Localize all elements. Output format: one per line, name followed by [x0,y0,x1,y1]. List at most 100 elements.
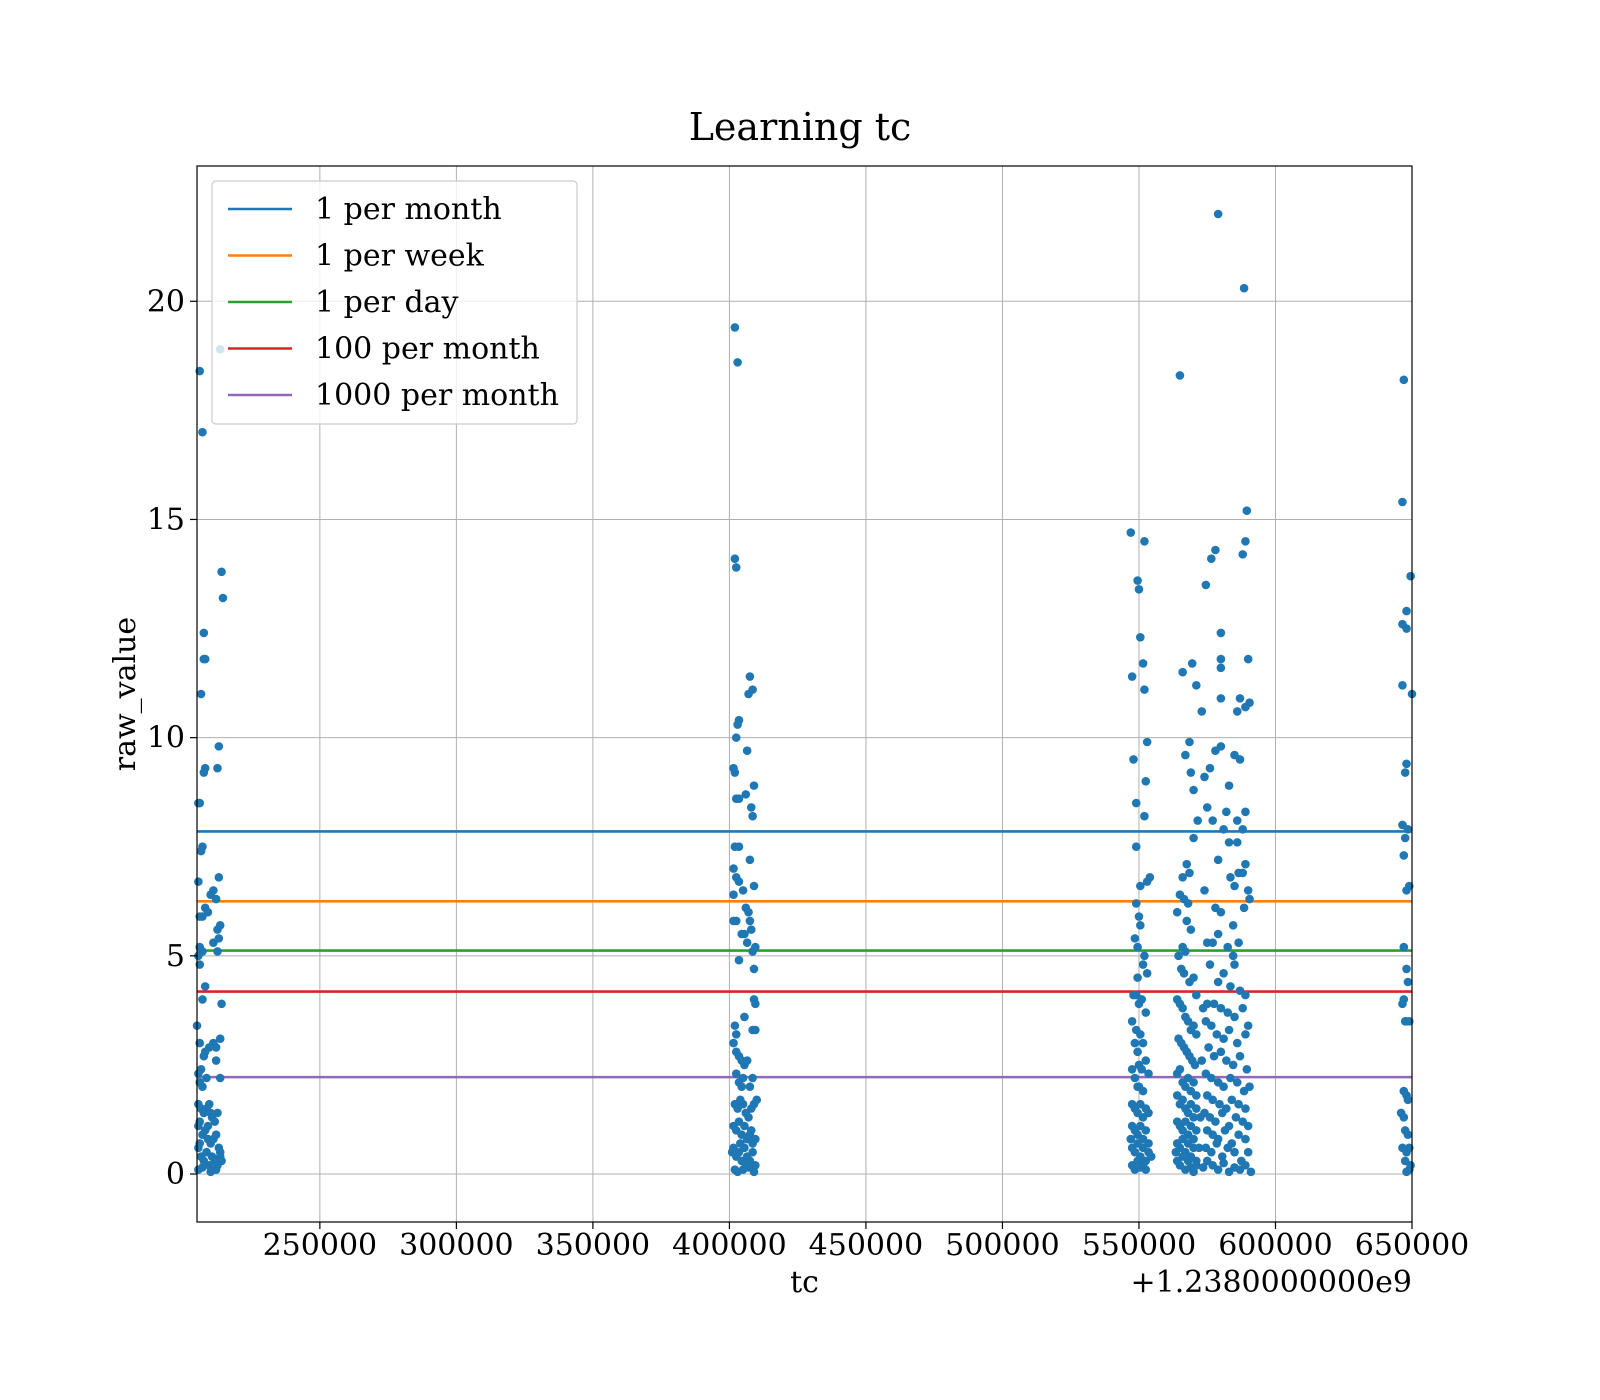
data-point [1209,1051,1219,1061]
data-point [749,1167,759,1177]
data-point [1146,1152,1156,1161]
data-point [745,916,755,926]
data-point [740,1121,749,1131]
data-point [1171,1147,1181,1157]
data-point [1398,1143,1407,1153]
data-point [1186,925,1196,934]
data-point [1398,999,1407,1009]
data-point [1219,968,1228,978]
data-point [751,999,760,1009]
data-point [1216,628,1226,638]
data-point [1136,1030,1145,1039]
data-point [1189,785,1198,795]
x-tick-label: 650000 [1355,1228,1470,1263]
chart-title: Learning tc [689,105,912,149]
data-point [1189,973,1198,982]
data-point [1189,1021,1198,1030]
data-point [731,1069,741,1078]
data-point [733,358,742,367]
data-point [749,964,759,974]
data-point [1126,528,1136,537]
data-point [1402,624,1411,633]
data-point [213,947,222,956]
data-point [749,781,759,790]
data-point [1172,907,1182,917]
data-point [1207,554,1216,564]
data-point [217,1156,226,1166]
data-point [751,1160,760,1170]
data-point [1211,1117,1220,1126]
data-point [1182,916,1192,926]
data-point [730,1021,740,1030]
data-point [1399,851,1409,860]
data-point [1228,1060,1238,1070]
data-points [192,209,1417,1177]
data-point [1126,1134,1136,1144]
data-point [1186,768,1196,777]
data-point [1219,1034,1228,1044]
data-point [1213,855,1223,865]
data-point [1202,803,1212,812]
data-point [1183,1156,1193,1166]
data-point [1220,1126,1230,1135]
data-point [1136,881,1145,891]
data-point [1238,824,1248,834]
data-point [1134,912,1144,921]
data-point [1200,772,1209,782]
data-point [1127,672,1137,681]
data-point [746,1126,756,1135]
data-point [1243,654,1253,664]
data-point [1402,1167,1411,1177]
data-point [1208,1095,1217,1105]
y-tick-label: 20 [147,284,185,319]
data-point [215,1034,225,1044]
y-tick-label: 5 [166,939,185,974]
data-point [199,1051,209,1061]
data-point [1138,659,1148,668]
data-point [1211,746,1220,756]
data-point [1193,816,1202,825]
legend-label: 100 per month [315,332,540,367]
data-point [1241,990,1250,1000]
data-point [1136,632,1145,642]
data-point [199,628,209,638]
data-point [1243,1147,1253,1157]
data-point [737,929,747,939]
data-point [1213,209,1223,219]
data-point [1245,1082,1254,1092]
data-point [734,794,744,804]
data-point [1228,920,1238,930]
legend-box [211,180,578,425]
data-point [199,768,209,777]
data-point [741,790,751,799]
data-point [204,1099,214,1109]
data-point [1140,536,1149,546]
data-point [1197,707,1207,716]
x-axis-offset-label: +1.2380000000e9 [1131,1265,1412,1300]
legend-label: 1 per week [315,239,485,274]
data-point [198,1082,207,1092]
data-point [1178,872,1187,882]
data-point [1243,886,1253,895]
data-point [1234,938,1243,948]
data-point [744,907,753,917]
data-point [729,890,738,900]
data-point [746,925,756,934]
data-point [198,427,207,437]
data-point [1223,942,1233,952]
data-point [1398,497,1407,507]
data-point [1138,960,1148,969]
data-point [734,877,744,886]
data-point [1129,755,1138,764]
data-point [731,1030,741,1039]
data-point [746,803,756,812]
data-point [1243,1021,1253,1030]
data-point [1242,1064,1252,1074]
data-point [1223,1008,1233,1017]
data-point [210,1117,220,1126]
data-point [1207,1147,1216,1157]
x-tick-label: 500000 [945,1228,1060,1263]
data-point [1399,942,1409,952]
data-point [1402,964,1411,974]
data-point [214,872,224,882]
